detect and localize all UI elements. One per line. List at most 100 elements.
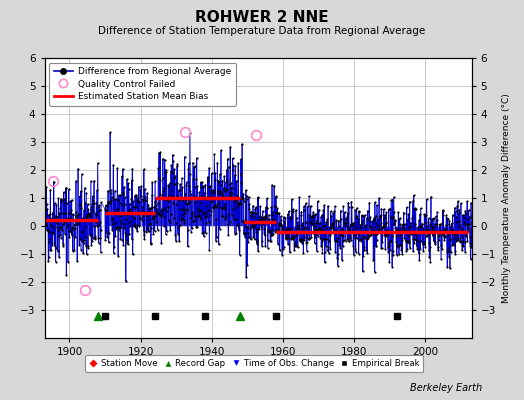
- Point: [424, 240, 433, 246]
- Point: [325, 238, 333, 244]
- Point: [46, 236, 54, 243]
- Point: [328, 224, 336, 230]
- Point: [440, 233, 449, 239]
- Point: [363, 235, 371, 242]
- Point: [313, 248, 321, 254]
- Point: [74, 211, 83, 217]
- Point: [41, 220, 49, 226]
- Point: [82, 212, 90, 219]
- Point: [421, 244, 430, 250]
- Point: [198, 193, 206, 199]
- Point: [82, 251, 91, 257]
- Point: [78, 238, 86, 244]
- Point: [55, 254, 63, 261]
- Point: [250, 214, 259, 220]
- Point: [79, 250, 88, 256]
- Point: [141, 197, 150, 204]
- Point: [220, 188, 228, 194]
- Point: [71, 234, 79, 240]
- Point: [391, 218, 399, 224]
- Point: [48, 229, 56, 235]
- Point: [245, 206, 254, 212]
- Point: [223, 186, 232, 192]
- Point: [287, 209, 296, 215]
- Point: [288, 235, 297, 241]
- Point: [214, 200, 222, 206]
- Point: [203, 174, 212, 180]
- Point: [461, 248, 470, 255]
- Point: [156, 212, 165, 218]
- Point: [368, 218, 377, 224]
- Point: [383, 209, 391, 216]
- Point: [94, 204, 102, 210]
- Point: [165, 217, 173, 224]
- Point: [53, 220, 61, 226]
- Point: [46, 186, 54, 193]
- Point: [225, 181, 233, 188]
- Point: [243, 192, 251, 199]
- Point: [237, 171, 245, 178]
- Point: [54, 210, 63, 216]
- Point: [59, 242, 68, 249]
- Point: [298, 236, 306, 243]
- Point: [143, 213, 151, 220]
- Point: [395, 216, 403, 222]
- Point: [223, 155, 232, 162]
- Point: [49, 223, 57, 230]
- Point: [245, 194, 253, 200]
- Point: [339, 232, 347, 239]
- Point: [188, 218, 196, 224]
- Point: [374, 226, 383, 233]
- Point: [269, 227, 278, 233]
- Point: [218, 213, 226, 219]
- Point: [220, 185, 228, 191]
- Point: [56, 225, 64, 232]
- Point: [196, 214, 204, 220]
- Point: [449, 229, 457, 235]
- Point: [406, 220, 414, 226]
- Point: [335, 229, 344, 236]
- Point: [112, 225, 120, 232]
- Point: [452, 238, 461, 244]
- Point: [440, 226, 448, 233]
- Point: [359, 253, 367, 259]
- Point: [432, 222, 441, 228]
- Point: [433, 220, 442, 227]
- Point: [384, 228, 392, 234]
- Point: [138, 196, 146, 202]
- Point: [198, 179, 206, 186]
- Point: [441, 226, 450, 232]
- Point: [179, 216, 188, 223]
- Point: [52, 213, 60, 220]
- Point: [217, 204, 226, 211]
- Point: [431, 228, 440, 234]
- Point: [402, 238, 410, 244]
- Point: [61, 231, 69, 237]
- Point: [401, 238, 410, 245]
- Point: [213, 202, 221, 208]
- Point: [143, 209, 151, 215]
- Point: [93, 187, 101, 193]
- Point: [122, 216, 130, 222]
- Point: [190, 164, 198, 170]
- Point: [168, 192, 176, 199]
- Point: [369, 230, 377, 236]
- Point: [122, 212, 130, 218]
- Point: [156, 191, 164, 197]
- Point: [410, 240, 418, 246]
- Point: [462, 221, 471, 227]
- Point: [455, 206, 464, 213]
- Point: [409, 236, 417, 243]
- Point: [115, 192, 123, 199]
- Point: [275, 226, 283, 232]
- Point: [348, 222, 356, 229]
- Point: [419, 248, 428, 254]
- Point: [423, 233, 432, 239]
- Point: [132, 193, 140, 200]
- Point: [84, 243, 92, 250]
- Point: [441, 226, 450, 232]
- Point: [197, 184, 205, 191]
- Point: [147, 225, 156, 232]
- Point: [212, 234, 221, 240]
- Point: [449, 242, 457, 248]
